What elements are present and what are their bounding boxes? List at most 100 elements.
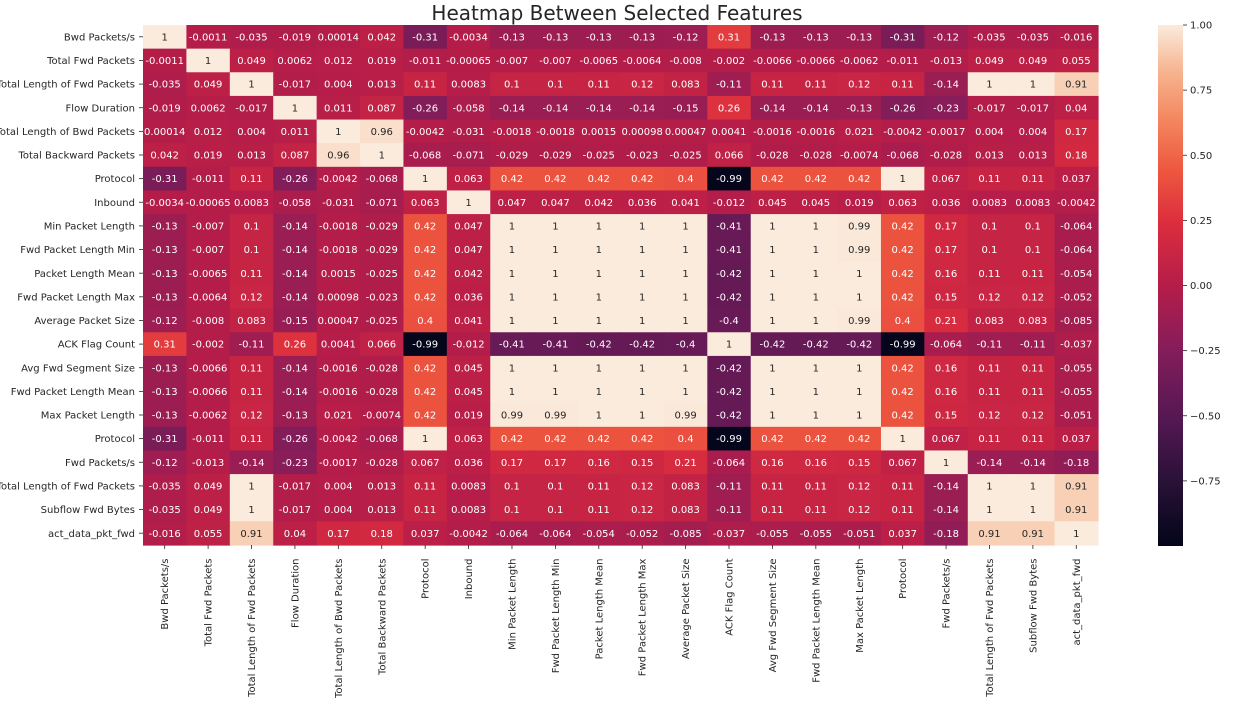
cell-value-label: -0.068 xyxy=(887,151,919,162)
heatmap-cell xyxy=(403,450,448,475)
cell-value-label: -0.14 xyxy=(629,103,655,114)
cell-value-label: 1 xyxy=(596,411,602,422)
heatmap-cell xyxy=(1054,379,1099,404)
heatmap-cell xyxy=(707,119,752,144)
cell-value-label: 0.91 xyxy=(1022,529,1044,540)
heatmap-cell xyxy=(446,72,491,97)
cell-value-label: -0.016 xyxy=(149,529,181,540)
cell-value-label: -0.14 xyxy=(1020,458,1046,469)
cell-value-label: 0.019 xyxy=(194,151,223,162)
x-tick-label: act_data_pkt_fwd xyxy=(1072,559,1083,646)
heatmap-cell xyxy=(360,237,405,262)
x-tick-label: Subflow Fwd Bytes xyxy=(1028,559,1039,653)
heatmap-cell xyxy=(360,25,405,50)
cell-value-label: 0.11 xyxy=(761,482,783,493)
heatmap-cell xyxy=(750,355,795,381)
heatmap-cell xyxy=(1054,261,1099,286)
heatmap-cell xyxy=(186,143,231,168)
heatmap-cell xyxy=(924,143,969,168)
cell-value-label: -0.41 xyxy=(499,340,525,351)
cell-value-label: 0.00014 xyxy=(318,32,359,43)
cell-value-label: 0.0083 xyxy=(972,198,1007,209)
heatmap-cell xyxy=(707,143,752,168)
heatmap-cell xyxy=(143,48,188,73)
heatmap-cell xyxy=(403,521,448,546)
cell-value-label: 0.067 xyxy=(932,174,961,185)
cell-value-label: 0.004 xyxy=(237,127,266,138)
heatmap-cell xyxy=(880,355,925,381)
heatmap-cell xyxy=(663,119,708,144)
cell-value-label: 0.11 xyxy=(1022,174,1044,185)
heatmap-cell xyxy=(663,308,708,333)
cell-value-label: -0.051 xyxy=(1060,411,1092,422)
cell-value-label: -0.42 xyxy=(716,269,742,280)
heatmap-cell xyxy=(967,48,1012,73)
heatmap-cell xyxy=(577,474,622,499)
cell-value-label: 0.049 xyxy=(1019,56,1048,67)
heatmap-cell xyxy=(403,261,448,286)
cell-value-label: 0.066 xyxy=(715,151,744,162)
cell-value-label: -0.017 xyxy=(973,103,1005,114)
cell-value-label: -0.31 xyxy=(152,174,178,185)
heatmap-cell xyxy=(663,426,708,452)
cell-value-label: 0.99 xyxy=(544,411,566,422)
heatmap-cell xyxy=(967,237,1012,262)
cell-value-label: 0.037 xyxy=(1062,174,1091,185)
cell-value-label: 1 xyxy=(596,269,602,280)
heatmap-cell xyxy=(663,355,708,381)
heatmap-cell xyxy=(533,474,578,499)
heatmap-cell xyxy=(577,25,622,50)
heatmap-cell xyxy=(577,285,622,310)
heatmap-cell xyxy=(577,379,622,404)
cell-value-label: 1 xyxy=(596,363,602,374)
cell-value-label: 1 xyxy=(335,127,341,138)
heatmap-cell xyxy=(316,214,361,239)
cell-value-label: -0.037 xyxy=(713,529,745,540)
cell-value-label: 0.0083 xyxy=(1015,198,1050,209)
cell-value-label: -0.14 xyxy=(933,505,959,516)
heatmap-cell xyxy=(360,450,405,475)
x-tick-label: Total Backward Packets xyxy=(377,559,388,677)
heatmap-cell xyxy=(837,190,882,215)
heatmap-cell xyxy=(750,166,795,192)
cell-value-label: 0.00098 xyxy=(622,127,663,138)
cell-value-label: -0.028 xyxy=(800,151,832,162)
heatmap-cell xyxy=(967,308,1012,333)
heatmap-cell xyxy=(446,379,491,404)
cell-value-label: 1 xyxy=(813,387,819,398)
heatmap-cell xyxy=(837,143,882,168)
cell-value-label: -0.054 xyxy=(583,529,615,540)
cell-value-label: 1 xyxy=(813,316,819,327)
cell-value-label: -0.14 xyxy=(759,103,785,114)
cell-value-label: 0.11 xyxy=(978,174,1000,185)
heatmap-cell xyxy=(924,355,969,381)
cell-value-label: 0.045 xyxy=(454,363,483,374)
x-tick-label: Total Length of Bwd Packets xyxy=(334,559,345,700)
cell-value-label: 0.041 xyxy=(671,198,700,209)
heatmap-cell xyxy=(316,95,361,121)
cell-value-label: 1 xyxy=(248,482,254,493)
cell-value-label: 1 xyxy=(552,269,558,280)
cell-value-label: 1 xyxy=(813,411,819,422)
cell-value-label: 0.11 xyxy=(1022,387,1044,398)
cell-value-label: 1 xyxy=(162,32,168,43)
heatmap-cell xyxy=(446,48,491,73)
cell-value-label: 1 xyxy=(465,198,471,209)
cell-value-label: -0.025 xyxy=(669,151,701,162)
heatmap-cell xyxy=(273,497,318,522)
heatmap-cell xyxy=(837,474,882,499)
heatmap-cell xyxy=(620,119,665,144)
heatmap-cell xyxy=(360,308,405,333)
heatmap-cell xyxy=(620,72,665,97)
cell-value-label: 0.12 xyxy=(978,411,1000,422)
heatmap-cell xyxy=(707,521,752,546)
heatmap-cell xyxy=(967,143,1012,168)
colorbar-tick-label: 0.25 xyxy=(1190,216,1212,227)
colorbar-tick-label: 0.75 xyxy=(1190,86,1212,97)
heatmap-cell xyxy=(663,25,708,50)
cell-value-label: -0.054 xyxy=(1060,269,1092,280)
heatmap-cell xyxy=(316,25,361,50)
heatmap-cell xyxy=(1011,497,1056,522)
cell-value-label: -0.0018 xyxy=(493,127,532,138)
cell-value-label: 0.12 xyxy=(978,292,1000,303)
